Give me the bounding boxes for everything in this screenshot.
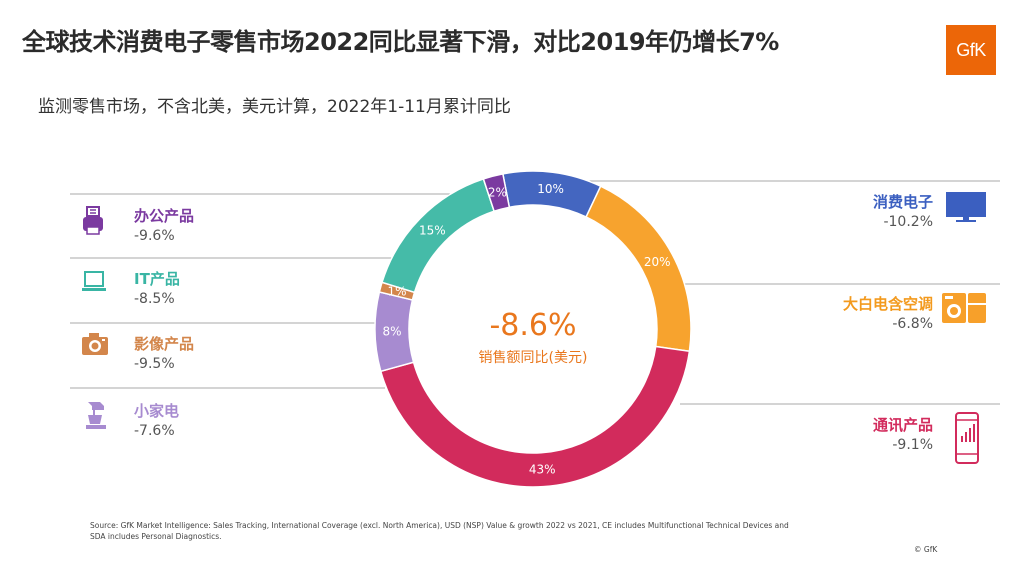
category-sda: 小家电 -7.6% [134,400,179,439]
category-name: 影像产品 [134,335,195,353]
leader-lines [70,180,1000,405]
category-name: 消费电子 [872,193,933,211]
page-title: 全球技术消费电子零售市场2022同比显著下滑，对比2019年仍增长7% [22,28,779,56]
category-it: IT产品 -8.5% [134,268,180,307]
donut-slice-label-2: 43% [529,463,556,477]
donut-slice-2 [379,345,691,488]
laptop-icon [82,271,106,291]
tv-icon [946,192,986,222]
washer-icon [942,293,986,323]
category-mda: 大白电含空调 -6.8% [843,293,933,332]
donut-slice-label-1: 20% [644,255,671,269]
source-footnote: Source: GfK Market Intelligence: Sales T… [90,521,789,541]
donut-slice-label-0: 10% [537,182,564,196]
page-subtitle: 监测零售市场，不含北美，美元计算，2022年1-11月累计同比 [38,97,511,117]
category-name: 大白电含空调 [842,295,933,313]
category-change: -6.8% [892,316,933,332]
center-label: 销售额同比(美元) [478,350,588,366]
category-name: 小家电 [134,402,180,420]
donut-slice-label-6: 2% [488,186,507,200]
category-change: -8.5% [134,291,175,307]
category-imaging: 影像产品 -9.5% [134,333,194,372]
copyright: © GfK [914,545,938,554]
printer-icon [83,206,103,235]
donut-slice-label-4: 1% [388,285,407,299]
category-change: -7.6% [134,423,175,439]
mixer-icon [86,402,106,429]
category-change: -9.6% [134,228,175,244]
category-name: IT产品 [134,270,180,288]
category-name: 通讯产品 [872,416,933,434]
donut-slice-label-5: 15% [419,223,446,237]
category-change: -9.5% [134,356,175,372]
category-name: 办公产品 [134,207,195,225]
camera-icon [82,333,108,355]
donut-slice-labels: 10% 20% 43% 8% 1% 15% 2% [382,182,670,477]
category-change: -9.1% [892,437,933,453]
phone-icon [955,412,979,464]
donut-slices [374,170,692,488]
category-telecom: 通讯产品 -9.1% [873,414,933,453]
donut-slice-6 [482,173,511,213]
category-office: 办公产品 -9.6% [134,205,194,244]
center-value: -8.6% [489,308,577,343]
category-ce: 消费电子 -10.2% [873,191,933,230]
category-change: -10.2% [883,214,933,230]
donut-slice-label-3: 8% [382,324,401,338]
gfk-logo: GfK [946,25,996,75]
